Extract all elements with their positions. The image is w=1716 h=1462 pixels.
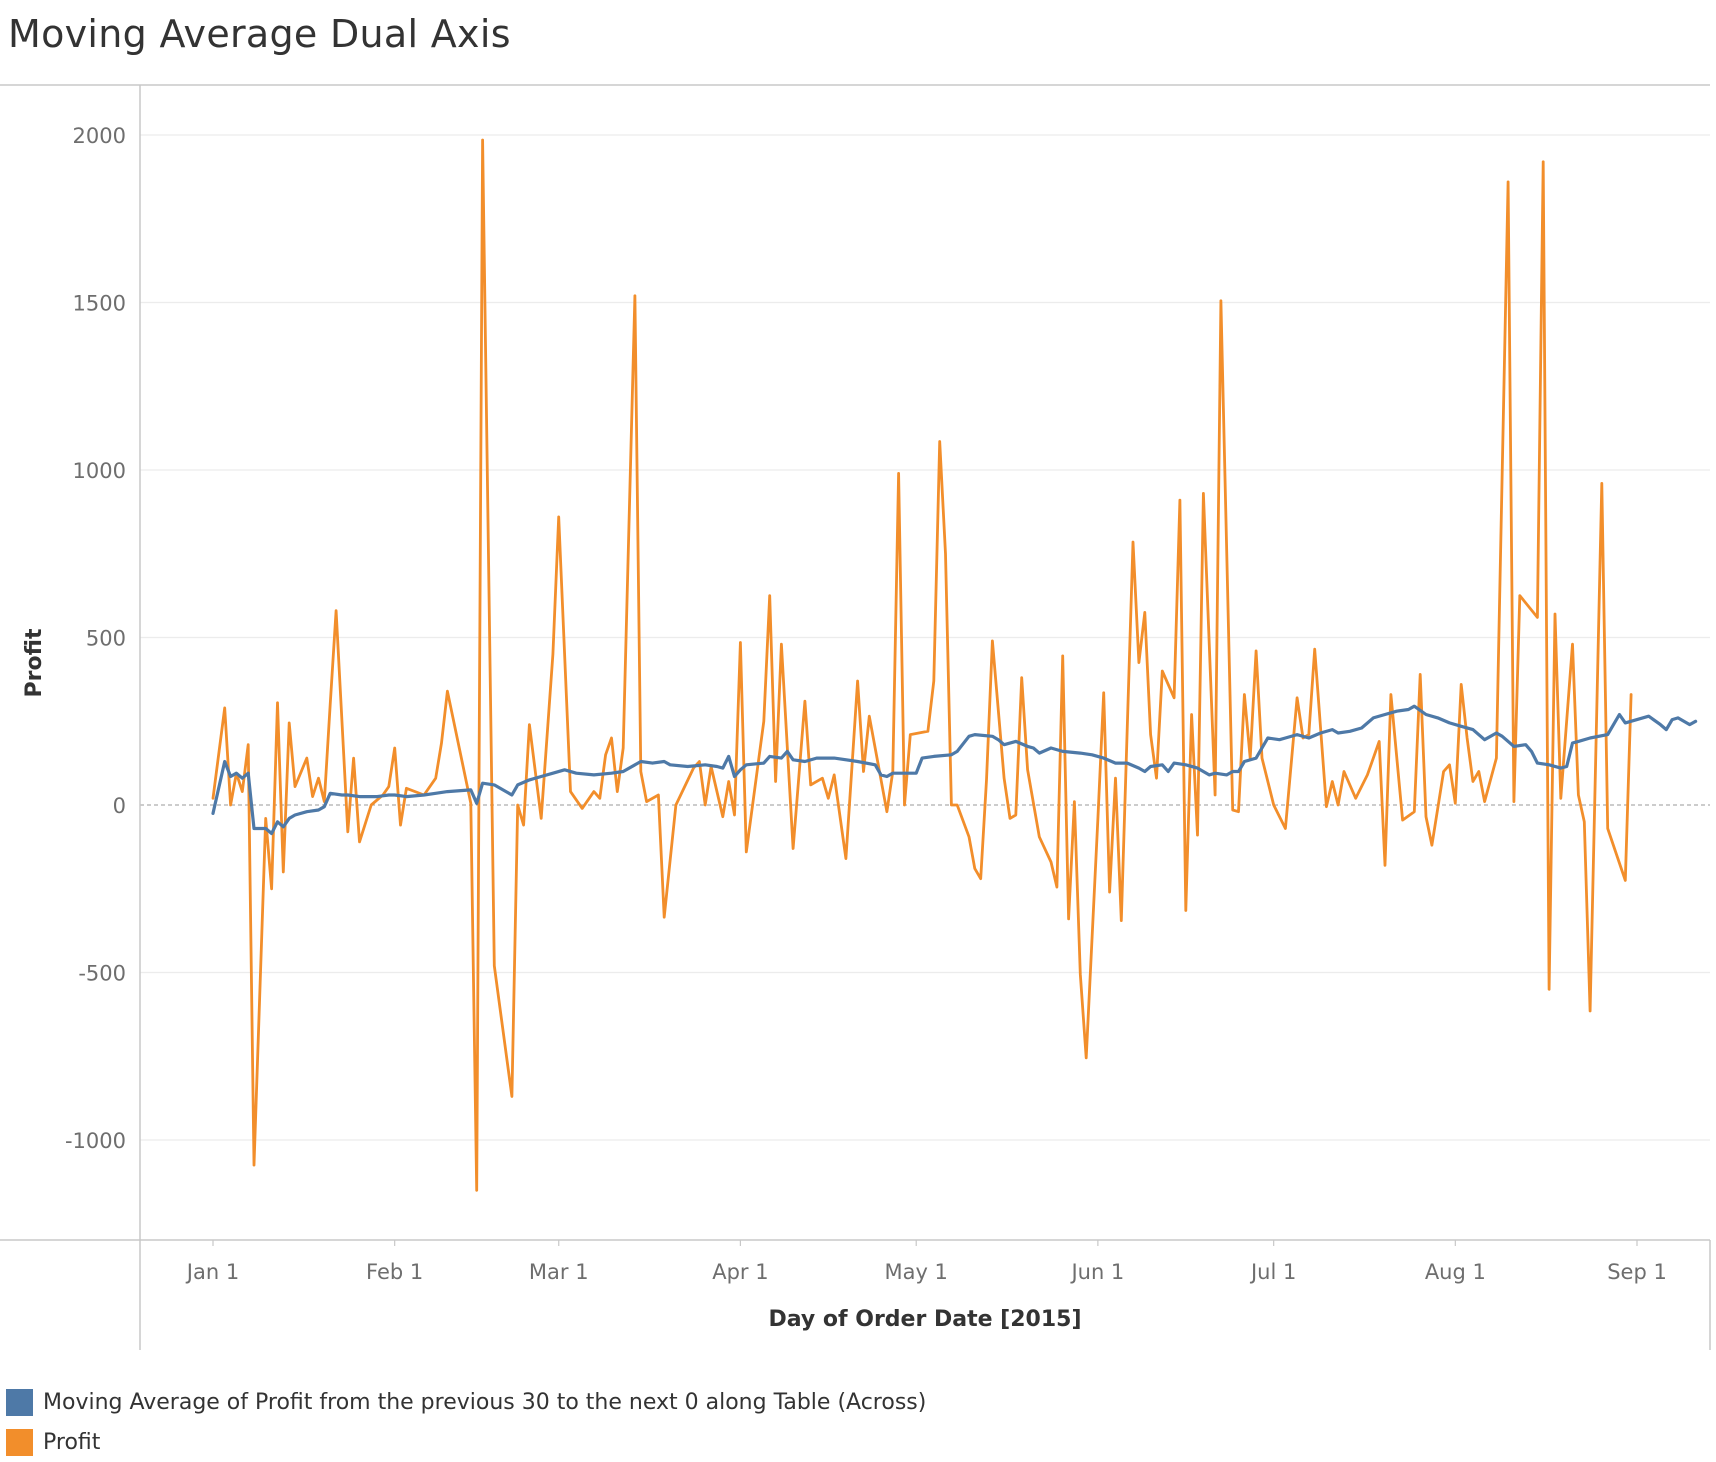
series-moving-average-line: [211, 704, 1698, 836]
x-axis-title: Day of Order Date [2015]: [768, 1307, 1081, 1332]
legend-label-profit: Profit: [43, 1429, 101, 1455]
x-tick-label-7: Aug 1: [1425, 1260, 1486, 1284]
y-axis-title: Profit: [22, 628, 47, 697]
y-axis-ticks: 2000 1500 1000 500 0 -500 -1000: [65, 124, 126, 1153]
x-tick-label-5: Jun 1: [1069, 1260, 1124, 1284]
y-tick-label-500: 500: [86, 627, 126, 651]
legend-item-profit[interactable]: Profit: [6, 1422, 926, 1462]
series-layer: [211, 138, 1698, 1192]
legend: Moving Average of Profit from the previo…: [6, 1382, 926, 1462]
x-tick-label-6: Jul 1: [1249, 1260, 1296, 1284]
series-profit-line: [211, 138, 1633, 1192]
y-tick-label--1000: -1000: [65, 1129, 126, 1153]
legend-item-moving-average[interactable]: Moving Average of Profit from the previo…: [6, 1382, 926, 1422]
chart-frame: [0, 84, 1711, 1350]
y-tick-label-2000: 2000: [73, 124, 126, 148]
x-tick-label-4: May 1: [884, 1260, 947, 1284]
x-axis-ticks: Jan 1 Feb 1 Mar 1 Apr 1 May 1 Jun 1 Jul 1 Aug 1…: [185, 1240, 1667, 1284]
x-tick-label-2: Mar 1: [529, 1260, 589, 1284]
x-tick-label-3: Apr 1: [712, 1260, 768, 1284]
y-tick-label-1000: 1000: [73, 459, 126, 483]
legend-swatch-moving-average: [6, 1388, 33, 1416]
legend-swatch-profit: [6, 1428, 33, 1456]
x-tick-label-8: Sep 1: [1607, 1260, 1667, 1284]
gridlines: [140, 134, 1710, 1141]
x-tick-label-1: Feb 1: [366, 1260, 423, 1284]
y-tick-label-0: 0: [113, 794, 126, 818]
legend-label-moving-average: Moving Average of Profit from the previo…: [43, 1389, 927, 1415]
y-tick-label-1500: 1500: [73, 292, 126, 316]
page-title: Moving Average Dual Axis: [8, 12, 511, 56]
x-tick-label-0: Jan 1: [185, 1260, 239, 1284]
y-tick-label--500: -500: [78, 962, 126, 986]
